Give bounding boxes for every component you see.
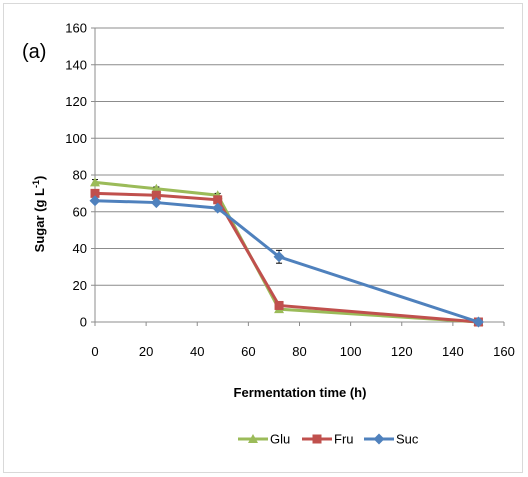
series-suc [89,195,484,328]
y-axis-title-suffix: ) [32,176,47,180]
x-tick-label-40: 40 [190,344,204,359]
panel-label: (a) [22,41,46,63]
legend-item-suc: Suc [364,432,419,447]
point-fru-1 [151,190,161,200]
x-tick-label-120: 120 [391,344,413,359]
y-tick-label-60: 60 [73,204,87,219]
x-tick-label-140: 140 [442,344,464,359]
x-tick-labels: 0 20 40 60 80 100 120 140 160 [91,344,514,359]
legend-marker-fru [312,434,322,444]
y-tick-label-0: 0 [80,315,87,330]
y-axis-title-main: Sugar (g L [32,188,47,252]
legend-marker-suc [373,433,385,445]
point-suc-3 [273,251,285,263]
y-tick-label-100: 100 [65,131,87,146]
y-axis-title-superscript: -1 [31,180,41,188]
legend-label-glu: Glu [270,432,290,447]
point-glu-1 [151,183,162,193]
x-tick-label-160: 160 [493,344,515,359]
point-fru-2 [213,195,223,205]
series-group [89,177,484,328]
legend-label-suc: Suc [396,432,419,447]
y-tick-label-40: 40 [73,241,87,256]
x-tick-label-60: 60 [241,344,255,359]
y-axis-title: Sugar (g L-1) [31,176,47,253]
y-tick-label-80: 80 [73,168,87,183]
legend-item-glu: Glu [238,432,290,447]
x-axis-title: Fermentation time (h) [234,385,367,400]
y-tick-label-140: 140 [65,57,87,72]
point-suc-2 [212,202,224,214]
y-tick-label-120: 120 [65,94,87,109]
point-glu-0 [90,177,100,187]
axes [91,27,505,326]
legend-item-fru: Fru [302,432,354,447]
chart-frame [3,3,523,473]
x-tick-label-80: 80 [292,344,306,359]
series-fru [90,188,483,327]
y-tick-label-20: 20 [73,278,87,293]
point-fru-3 [274,300,284,310]
point-suc-0 [89,195,101,207]
series-line-suc [94,199,479,324]
point-suc-4 [472,316,484,328]
legend: Glu Fru Suc [238,432,419,447]
legend-marker-glu [248,434,258,443]
point-suc-1 [150,197,162,209]
x-tick-label-100: 100 [340,344,362,359]
x-tick-label-20: 20 [139,344,153,359]
y-tick-labels: 0 20 40 60 80 100 120 140 160 [65,21,87,330]
gridlines [95,27,504,286]
y-tick-label-160: 160 [65,21,87,36]
legend-label-fru: Fru [334,432,354,447]
x-tick-label-0: 0 [91,344,98,359]
point-fru-0 [90,188,100,198]
